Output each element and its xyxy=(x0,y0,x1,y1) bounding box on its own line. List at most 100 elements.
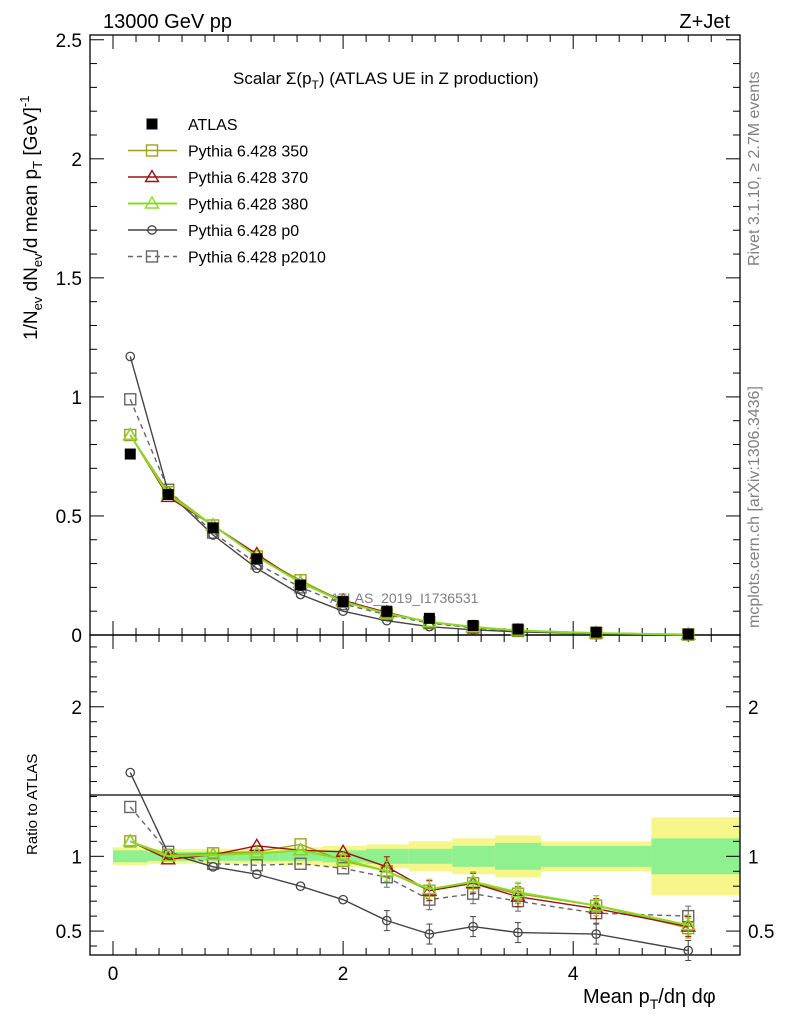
main-point-pythia-6-428-p2010 xyxy=(124,393,137,406)
ratio-point-pythia-6-428-380 xyxy=(680,917,696,931)
ratio-band-green xyxy=(408,848,453,864)
ratio-point-pythia-6-428-p0 xyxy=(468,921,478,932)
main-y-tick-label: 0.5 xyxy=(56,507,82,528)
rivet-label: Rivet 3.1.10, ≥ 2.7M events xyxy=(746,71,763,266)
ratio-point-pythia-6-428-380 xyxy=(205,846,221,861)
ratio-series-layer xyxy=(122,767,696,962)
main-point-atlas xyxy=(124,448,136,460)
main-point-atlas xyxy=(207,522,219,534)
mcplots-label: mcplots.cern.ch [arXiv:1306.3436] xyxy=(746,386,763,628)
ratio-point-pythia-6-428-380 xyxy=(335,851,351,865)
ratio-xlabel: Mean pT/dη dφ xyxy=(583,986,716,1012)
ratio-point-pythia-6-428-p0 xyxy=(591,929,602,939)
ratio-band-green xyxy=(279,851,323,861)
ratio-point-pythia-6-428-380 xyxy=(160,848,176,862)
axis-ticks xyxy=(90,35,740,955)
plot-title: Scalar Σ(pT) (ATLAS UE in Z production) xyxy=(233,69,539,92)
legend-marker-pythia-6-428-370 xyxy=(144,169,160,183)
ratio-point-pythia-6-428-380 xyxy=(465,873,481,887)
legend-label-pythia-6-428-350: Pythia 6.428 350 xyxy=(188,144,308,161)
legend-marker-pythia-6-428-p0 xyxy=(147,225,157,235)
ratio-point-pythia-6-428-p0 xyxy=(251,869,262,880)
main-y-tick-label: 0 xyxy=(71,626,82,647)
ratio-y-tick-label-left: 1 xyxy=(71,847,82,868)
ratio-point-pythia-6-428-370 xyxy=(160,851,176,865)
legend-marker-pythia-6-428-350 xyxy=(145,144,159,157)
ratio-point-pythia-6-428-380 xyxy=(588,897,604,911)
ratio-ylabel: Ratio to ATLAS xyxy=(24,754,41,855)
main-point-pythia-6-428-380 xyxy=(122,427,138,441)
ratio-point-pythia-6-428-p2010 xyxy=(294,857,307,870)
ratio-point-pythia-6-428-p0 xyxy=(125,767,136,778)
ratio-band-green xyxy=(651,838,740,875)
ratio-point-pythia-6-428-380 xyxy=(510,884,526,898)
main-y-tick-label: 1 xyxy=(71,388,82,409)
axis-tick-labels: 0 0.5 1 1.5 2 2.5 0.5 0.5 1 1 2 2 0 2 4 xyxy=(56,31,775,985)
header-left: 13000 GeV pp xyxy=(103,11,232,33)
ratio-point-pythia-6-428-380 xyxy=(292,842,309,856)
ratio-y-tick-label-right: 0.5 xyxy=(748,922,774,943)
ratio-band-green xyxy=(540,845,652,867)
ratio-point-pythia-6-428-370 xyxy=(335,843,351,858)
ratio-point-pythia-6-428-380 xyxy=(421,881,438,895)
legend-label-pythia-6-428-p2010: Pythia 6.428 p2010 xyxy=(188,250,326,267)
main-y-tick-label: 1.5 xyxy=(56,269,82,290)
ratio-point-pythia-6-428-p0 xyxy=(513,927,523,938)
legend-label-pythia-6-428-p0: Pythia 6.428 p0 xyxy=(188,223,299,240)
main-ylabel: 1/Nev dNev/d mean pT [GeV]-1 xyxy=(17,96,45,341)
main-point-atlas xyxy=(590,626,602,638)
ratio-band-green xyxy=(452,845,495,867)
ratio-y-tick-label-left: 2 xyxy=(71,698,82,719)
ratio-point-pythia-6-428-p2010 xyxy=(336,862,350,875)
ratio-y-tick-label-right: 2 xyxy=(748,698,759,719)
main-point-atlas xyxy=(295,579,307,591)
main-point-pythia-6-428-p0 xyxy=(125,351,136,362)
ratio-line-pythia-6-428-p0 xyxy=(129,772,689,952)
ratio-point-pythia-6-428-370 xyxy=(249,837,265,852)
main-point-atlas xyxy=(337,596,349,608)
x-tick-label: 4 xyxy=(568,964,579,985)
main-point-atlas xyxy=(682,628,694,640)
legend-label-pythia-6-428-370: Pythia 6.428 370 xyxy=(188,170,308,187)
ratio-point-pythia-6-428-380 xyxy=(379,863,395,877)
main-point-atlas xyxy=(251,553,263,565)
main-y-tick-label: 2.5 xyxy=(56,31,82,52)
ratio-y-tick-label-right: 1 xyxy=(748,847,759,868)
legend-marker-pythia-6-428-380 xyxy=(144,195,160,209)
legend-label-pythia-6-428-380: Pythia 6.428 380 xyxy=(188,197,308,214)
ratio-band-green xyxy=(494,842,541,870)
ratio-point-pythia-6-428-p0 xyxy=(424,929,435,939)
ratio-point-pythia-6-428-p0 xyxy=(208,861,218,872)
ratio-point-pythia-6-428-p0 xyxy=(338,894,348,905)
legend-marker-atlas xyxy=(146,118,158,130)
ratio-point-pythia-6-428-p0 xyxy=(683,945,694,956)
ratio-point-pythia-6-428-p0 xyxy=(381,915,392,926)
ratio-point-pythia-6-428-380 xyxy=(122,833,138,847)
ratio-band-green xyxy=(236,851,280,861)
main-point-atlas xyxy=(423,612,435,624)
main-line-pythia-6-428-p0 xyxy=(129,356,689,636)
ratio-point-pythia-6-428-p0 xyxy=(295,881,306,892)
main-point-atlas xyxy=(512,623,524,635)
main-point-atlas xyxy=(381,605,393,617)
header-right: Z+Jet xyxy=(679,11,730,33)
ratio-point-pythia-6-428-p2010 xyxy=(124,800,137,814)
analysis-watermark: ATLAS_2019_I1736531 xyxy=(330,590,479,606)
ratio-band-green xyxy=(190,851,237,861)
main-point-atlas xyxy=(162,489,174,501)
ratio-point-pythia-6-428-p2010 xyxy=(250,859,264,872)
main-series-layer xyxy=(122,351,696,641)
legend: ATLAS Pythia 6.428 350 Pythia 6.428 370 Pyt… xyxy=(128,117,326,267)
main-point-atlas xyxy=(467,619,479,631)
legend-label-atlas: ATLAS xyxy=(188,117,238,134)
x-tick-label: 0 xyxy=(108,964,119,985)
ratio-point-pythia-6-428-380 xyxy=(249,845,265,859)
main-line-pythia-6-428-380 xyxy=(129,434,689,636)
ratio-y-tick-label-left: 0.5 xyxy=(56,922,82,943)
ratio-band-green xyxy=(113,850,148,863)
ratio-line-pythia-6-428-380 xyxy=(129,840,689,927)
main-y-tick-label: 2 xyxy=(71,150,82,171)
legend-marker-pythia-6-428-p2010 xyxy=(145,250,159,263)
x-tick-label: 2 xyxy=(338,964,349,985)
